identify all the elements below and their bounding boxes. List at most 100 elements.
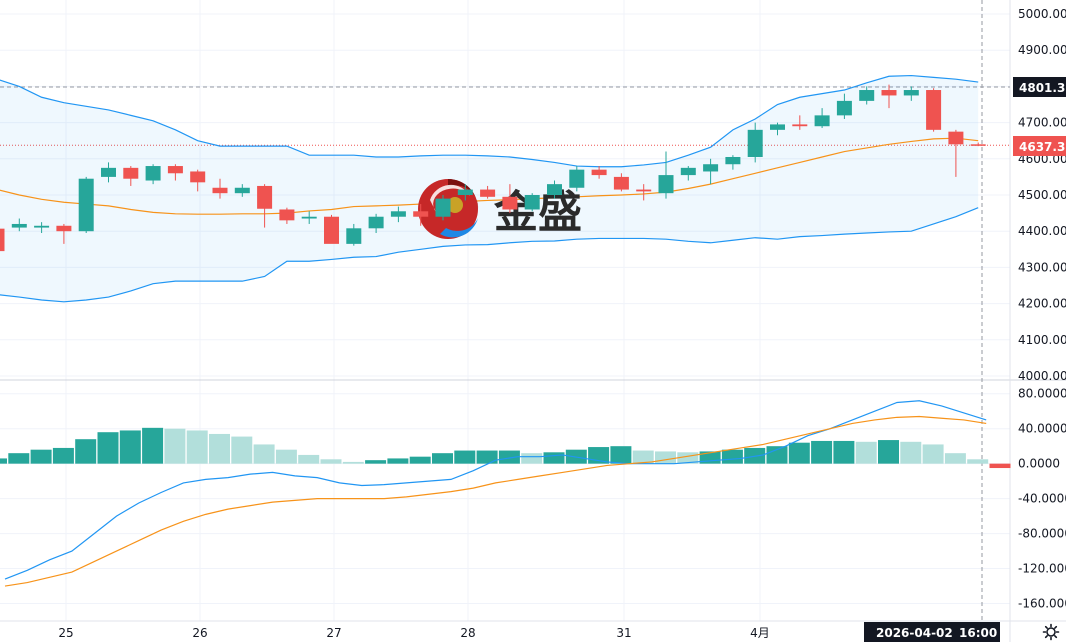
macd-histogram-bar [320, 459, 342, 464]
candle-body [324, 216, 339, 244]
candle-body [190, 171, 206, 183]
macd-histogram-bar [521, 453, 543, 464]
price-tick-label: 4000.000 [1018, 369, 1066, 383]
price-axis[interactable]: 5000.0004900.0004800.0004700.0004600.000… [1018, 7, 1066, 611]
candle [547, 180, 562, 199]
price-tick-label: 5000.000 [1018, 7, 1066, 21]
candle [569, 166, 585, 192]
candle [167, 164, 183, 181]
candle [970, 142, 986, 147]
crosshair-time-badge [864, 622, 1000, 642]
candle [658, 151, 674, 199]
candle-body [34, 225, 50, 228]
candle [926, 88, 942, 132]
price-tick-label: 4500.000 [1018, 188, 1066, 202]
macd-histogram-bar [944, 453, 966, 464]
candle-body [390, 211, 406, 217]
candle-body [881, 90, 897, 96]
candle [324, 214, 339, 244]
candle-body [680, 167, 696, 176]
candle-body [547, 184, 562, 195]
candle-body [524, 195, 540, 210]
candle [524, 193, 540, 212]
candle [591, 166, 607, 179]
price-tick-label: 4300.000 [1018, 260, 1066, 274]
candle [279, 207, 295, 224]
upper-band-badge [1013, 77, 1066, 97]
crosshair-time-label: 16:00 [959, 626, 997, 640]
macd-tick-label: 80.0000 [1018, 387, 1066, 401]
candle [613, 173, 629, 192]
candle-body [770, 124, 785, 130]
macd-histogram-bar [142, 427, 164, 464]
time-axis[interactable]: 25 26 27 28 31 4月 [58, 626, 769, 640]
time-tick-label: 31 [616, 626, 631, 640]
candle-body [703, 164, 719, 172]
candle-body [725, 156, 741, 165]
bollinger-bands [0, 74, 979, 303]
candle-body [301, 216, 317, 219]
candle [390, 206, 406, 223]
macd-histogram-bar [922, 444, 944, 464]
price-tick-label: 4700.000 [1018, 116, 1066, 130]
macd-histogram-bar [677, 452, 699, 464]
candle-body [970, 144, 986, 146]
macd-histogram-bar [97, 432, 119, 464]
macd-tick-label: -120.0000 [1018, 562, 1066, 576]
macd-histogram-bar [186, 430, 208, 464]
candle [703, 158, 719, 185]
candle-body [413, 211, 429, 217]
band-fill [0, 75, 979, 302]
candle [346, 223, 362, 246]
macd-histogram-bar [298, 454, 320, 464]
candle-body [859, 90, 875, 101]
macd-histogram-bar [855, 441, 877, 464]
macd-histogram-bar [878, 440, 899, 464]
macd-histogram-bar [387, 458, 409, 464]
candle-body [903, 90, 919, 96]
time-tick-label: 25 [58, 626, 73, 640]
macd-histogram-bar [900, 441, 922, 464]
candle [435, 195, 451, 221]
crosshair-date-label: 2026-04-02 [876, 626, 953, 640]
candle-body [591, 169, 607, 176]
candle-body [457, 189, 473, 195]
candle-body [502, 196, 518, 210]
candle-body [56, 225, 72, 232]
candle [190, 169, 206, 192]
price-tick-label: 4400.000 [1018, 224, 1066, 238]
band-upper-line [0, 74, 979, 168]
candle [502, 184, 518, 214]
candle-body [145, 166, 161, 181]
macd-histogram-bar [721, 449, 743, 464]
candle [457, 184, 473, 201]
macd-histogram-bar [52, 447, 74, 464]
price-tick-label: 4900.000 [1018, 43, 1066, 57]
candle-body [78, 178, 94, 232]
band-lower-line [0, 207, 979, 303]
time-tick-label: 28 [460, 626, 475, 640]
candle-body [926, 90, 942, 130]
price-badges: 4801.33 4637.31 2026-04-02 16:00 [864, 77, 1066, 642]
candle-body [792, 124, 808, 127]
upper-band-badge-label: 4801.33 [1019, 81, 1066, 95]
candle-body [658, 175, 674, 194]
candlestick-series [0, 84, 986, 252]
candle [836, 93, 852, 119]
candle [859, 86, 875, 105]
candle-body [0, 228, 5, 252]
macd-histogram-bar [967, 459, 989, 464]
candle [234, 184, 250, 197]
price-tick-label: 4100.000 [1018, 333, 1066, 347]
macd-histogram-bar [75, 439, 97, 464]
time-tick-label: 26 [192, 626, 207, 640]
gear-icon[interactable] [1040, 622, 1062, 642]
candle [123, 166, 139, 186]
candle [56, 223, 72, 244]
candle-body [167, 166, 183, 174]
macd-histogram-bar [365, 460, 387, 464]
macd-histogram-bar [833, 440, 855, 464]
candle [814, 108, 830, 129]
